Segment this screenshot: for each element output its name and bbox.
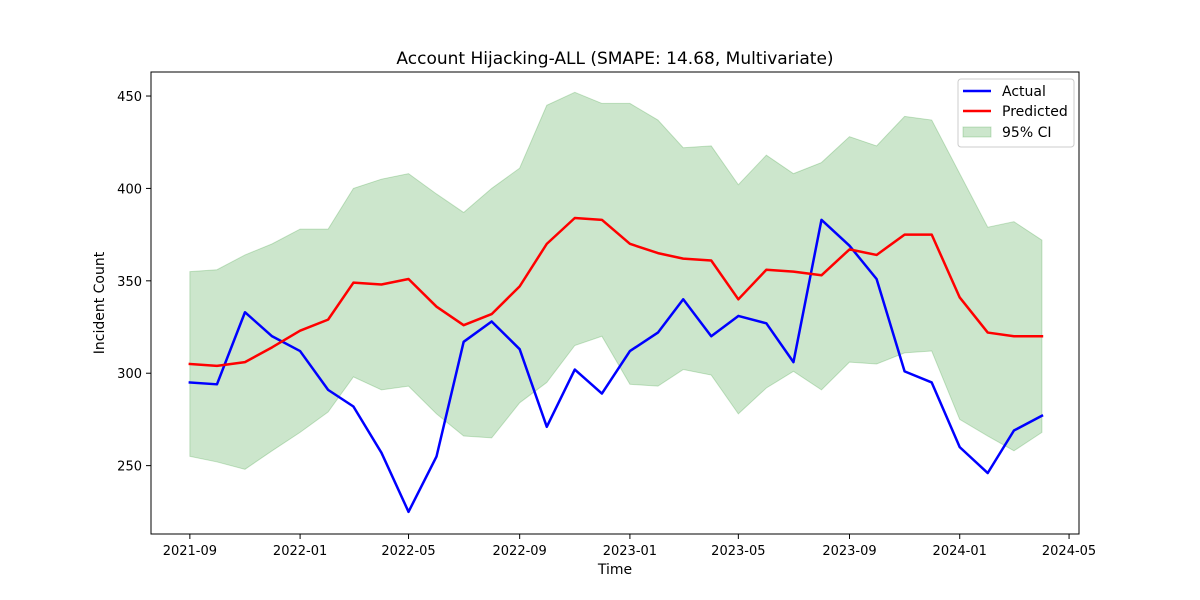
series-line-actual (188, 218, 1044, 514)
x-tick-label: 2022-05 (381, 544, 435, 559)
x-tick-label: 2022-09 (493, 544, 547, 559)
y-tick-label: 350 (117, 275, 142, 290)
x-tick-label: 2024-05 (1042, 544, 1096, 559)
y-tick-label: 400 (117, 182, 142, 197)
legend-label-predicted: Predicted (1002, 104, 1068, 120)
series-line-predicted (188, 216, 1044, 368)
chart-title: Account Hijacking-ALL (SMAPE: 14.68, Mul… (396, 49, 833, 69)
legend-box (957, 78, 1075, 148)
x-axis-label: Time (597, 562, 632, 578)
ci-band (189, 91, 1043, 470)
plot-area: 2021-09 2022-01 2022-05 2022-09 2023-01 2023-… (117, 71, 1096, 559)
axes-frame (150, 71, 1080, 535)
x-tick-label: 2022-01 (273, 544, 327, 559)
x-tick-label: 2023-05 (711, 544, 765, 559)
legend-label-ci: 95% CI (1002, 125, 1051, 141)
y-tick-label: 250 (117, 460, 142, 475)
legend: Actual Predicted 95% CI (957, 78, 1075, 148)
x-tick-label: 2024-01 (933, 544, 987, 559)
legend-swatch-ci (962, 126, 992, 138)
x-tick-label: 2023-01 (603, 544, 657, 559)
y-axis-label: Incident Count (92, 251, 108, 354)
x-tick-label: 2021-09 (163, 544, 217, 559)
x-tick-label: 2023-09 (822, 544, 876, 559)
legend-label-actual: Actual (1002, 84, 1046, 100)
y-tick-label: 450 (117, 90, 142, 105)
y-tick-label: 300 (117, 367, 142, 382)
